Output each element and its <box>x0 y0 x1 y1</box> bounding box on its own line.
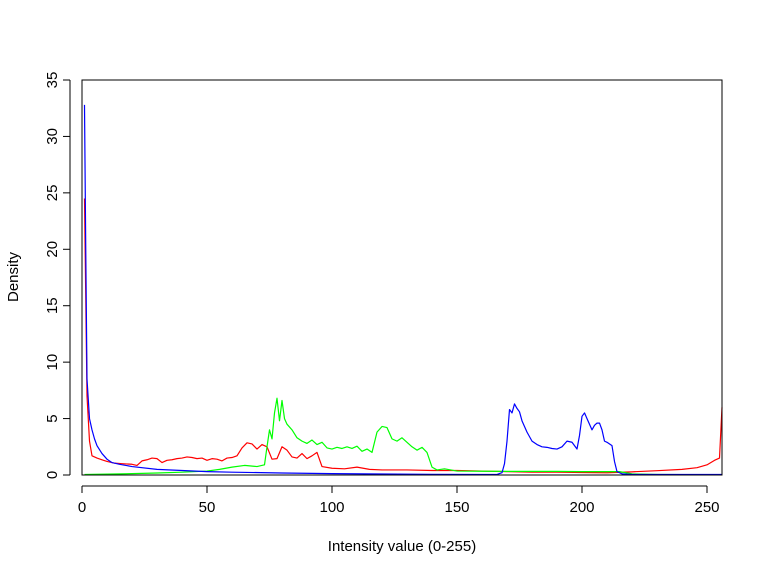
axes-layer: 0 50 100 150 200 250 0 5 10 15 20 25 30 35 <box>44 72 720 516</box>
y-tick-label: 30 <box>44 128 61 145</box>
y-tick-label: 5 <box>44 414 61 422</box>
y-tick-label: 25 <box>44 185 61 202</box>
x-tick-label: 200 <box>569 499 594 516</box>
series-line-3 <box>83 104 722 476</box>
y-tick-label: 15 <box>44 297 61 314</box>
x-tick-label: 250 <box>694 499 719 516</box>
y-tick-label: 20 <box>44 241 61 258</box>
x-axis-label: Intensity value (0-255) <box>328 538 476 555</box>
y-axis-label: Density <box>5 251 22 302</box>
x-tick-label: 150 <box>444 499 469 516</box>
x-tick-label: 100 <box>319 499 344 516</box>
series-layer <box>83 104 723 476</box>
plot-frame <box>81 79 723 476</box>
x-tick-label: 0 <box>78 499 86 516</box>
y-tick-label: 35 <box>44 72 61 89</box>
y-tick-label: 0 <box>44 471 61 479</box>
series-line-2 <box>84 397 723 476</box>
y-tick-label: 10 <box>44 354 61 371</box>
x-tick-label: 50 <box>199 499 216 516</box>
